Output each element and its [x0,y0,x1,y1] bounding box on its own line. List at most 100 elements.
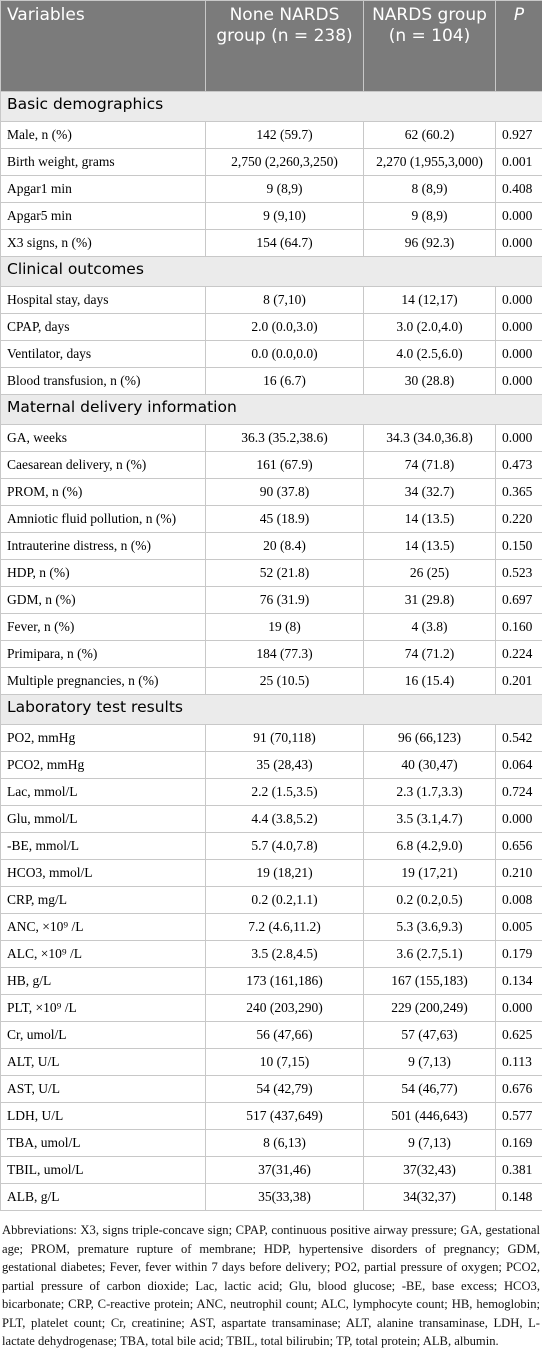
section-row: Clinical outcomes [0,256,542,287]
variable-cell: ALB, g/L [0,1183,206,1211]
data-row: Primipara, n (%) 184 (77.3) 74 (71.2) 0.224 [0,640,542,668]
value-cell: 8 (7,10) [205,286,364,314]
value-cell: 0.523 [495,559,542,587]
value-cell: 14 (12,17) [363,286,496,314]
value-cell: 96 (66,123) [363,724,496,752]
value-cell: 6.8 (4.2,9.0) [363,832,496,860]
value-cell: 167 (155,183) [363,967,496,995]
data-row: HCO3, mmol/L 19 (18,21) 19 (17,21) 0.210 [0,859,542,887]
value-cell: 0.201 [495,667,542,695]
variable-cell: Blood transfusion, n (%) [0,367,206,395]
header-row: Variables None NARDS group (n = 238) NARDS… [0,0,542,92]
data-row: PO2, mmHg 91 (70,118) 96 (66,123) 0.542 [0,724,542,752]
column-header: Variables [0,0,206,92]
value-cell: 26 (25) [363,559,496,587]
section-title: Laboratory test results [0,694,542,725]
data-row: Apgar5 min 9 (9,10) 9 (8,9) 0.000 [0,202,542,230]
variable-cell: Multiple pregnancies, n (%) [0,667,206,695]
value-cell: 0.473 [495,451,542,479]
variable-cell: PO2, mmHg [0,724,206,752]
value-cell: 0.005 [495,913,542,941]
column-header: P [495,0,542,92]
variable-cell: Intrauterine distress, n (%) [0,532,206,560]
data-row: ALB, g/L 35(33,38) 34(32,37) 0.148 [0,1183,542,1211]
value-cell: 0.381 [495,1156,542,1184]
value-cell: 76 (31.9) [205,586,364,614]
value-cell: 91 (70,118) [205,724,364,752]
value-cell: 0.008 [495,886,542,914]
variable-cell: Ventilator, days [0,340,206,368]
section-title: Clinical outcomes [0,256,542,287]
variable-cell: PROM, n (%) [0,478,206,506]
value-cell: 0.179 [495,940,542,968]
value-cell: 0.2 (0.2,0.5) [363,886,496,914]
value-cell: 3.5 (3.1,4.7) [363,805,496,833]
value-cell: 173 (161,186) [205,967,364,995]
value-cell: 9 (7,13) [363,1048,496,1076]
value-cell: 0.0 (0.0,0.0) [205,340,364,368]
value-cell: 0.000 [495,202,542,230]
data-row: PLT, ×10⁹ /L 240 (203,290) 229 (200,249) 0.… [0,994,542,1022]
section-row: Laboratory test results [0,694,542,725]
value-cell: 154 (64.7) [205,229,364,257]
value-cell: 96 (92.3) [363,229,496,257]
variable-cell: AST, U/L [0,1075,206,1103]
value-cell: 0.000 [495,424,542,452]
column-header: NARDS group (n = 104) [363,0,496,92]
value-cell: 19 (8) [205,613,364,641]
value-cell: 0.169 [495,1129,542,1157]
value-cell: 40 (30,47) [363,751,496,779]
data-row: Hospital stay, days 8 (7,10) 14 (12,17) 0.0… [0,286,542,314]
value-cell: 14 (13.5) [363,505,496,533]
value-cell: 25 (10.5) [205,667,364,695]
variable-cell: Lac, mmol/L [0,778,206,806]
value-cell: 2,750 (2,260,3,250) [205,148,364,176]
value-cell: 0.697 [495,586,542,614]
value-cell: 36.3 (35.2,38.6) [205,424,364,452]
variable-cell: Birth weight, grams [0,148,206,176]
value-cell: 31 (29.8) [363,586,496,614]
variable-cell: Amniotic fluid pollution, n (%) [0,505,206,533]
value-cell: 9 (8,9) [363,202,496,230]
value-cell: 0.724 [495,778,542,806]
value-cell: 16 (15.4) [363,667,496,695]
value-cell: 10 (7,15) [205,1048,364,1076]
variable-cell: Apgar1 min [0,175,206,203]
variable-cell: Primipara, n (%) [0,640,206,668]
value-cell: 161 (67.9) [205,451,364,479]
variable-cell: GA, weeks [0,424,206,452]
data-row: HDP, n (%) 52 (21.8) 26 (25) 0.523 [0,559,542,587]
value-cell: 90 (37.8) [205,478,364,506]
value-cell: 4 (3.8) [363,613,496,641]
data-table: Variables None NARDS group (n = 238) NARDS… [0,0,542,1211]
data-row: ALC, ×10⁹ /L 3.5 (2.8,4.5) 3.6 (2.7,5.1) 0.… [0,940,542,968]
table-body: Basic demographics Male, n (%) 142 (59.7) 6… [0,91,542,1211]
value-cell: 34(32,37) [363,1183,496,1211]
variable-cell: TBA, umol/L [0,1129,206,1157]
value-cell: 2.2 (1.5,3.5) [205,778,364,806]
variable-cell: PLT, ×10⁹ /L [0,994,206,1022]
value-cell: 0.148 [495,1183,542,1211]
variable-cell: Glu, mmol/L [0,805,206,833]
data-row: ANC, ×10⁹ /L 7.2 (4.6,11.2) 5.3 (3.6,9.3) 0… [0,913,542,941]
column-header: None NARDS group (n = 238) [205,0,364,92]
data-row: GA, weeks 36.3 (35.2,38.6) 34.3 (34.0,36.8… [0,424,542,452]
value-cell: 0.000 [495,340,542,368]
variable-cell: Cr, umol/L [0,1021,206,1049]
section-title: Basic demographics [0,91,542,122]
data-row: HB, g/L 173 (161,186) 167 (155,183) 0.134 [0,967,542,995]
value-cell: 0.000 [495,994,542,1022]
data-row: CRP, mg/L 0.2 (0.2,1.1) 0.2 (0.2,0.5) 0.008 [0,886,542,914]
variable-cell: Fever, n (%) [0,613,206,641]
value-cell: 0.113 [495,1048,542,1076]
data-row: Caesarean delivery, n (%) 161 (67.9) 74 (7… [0,451,542,479]
value-cell: 0.2 (0.2,1.1) [205,886,364,914]
variable-cell: ALC, ×10⁹ /L [0,940,206,968]
data-row: LDH, U/L 517 (437,649) 501 (446,643) 0.577 [0,1102,542,1130]
data-row: Birth weight, grams 2,750 (2,260,3,250) 2,… [0,148,542,176]
value-cell: 184 (77.3) [205,640,364,668]
value-cell: 34.3 (34.0,36.8) [363,424,496,452]
value-cell: 0.210 [495,859,542,887]
value-cell: 74 (71.2) [363,640,496,668]
